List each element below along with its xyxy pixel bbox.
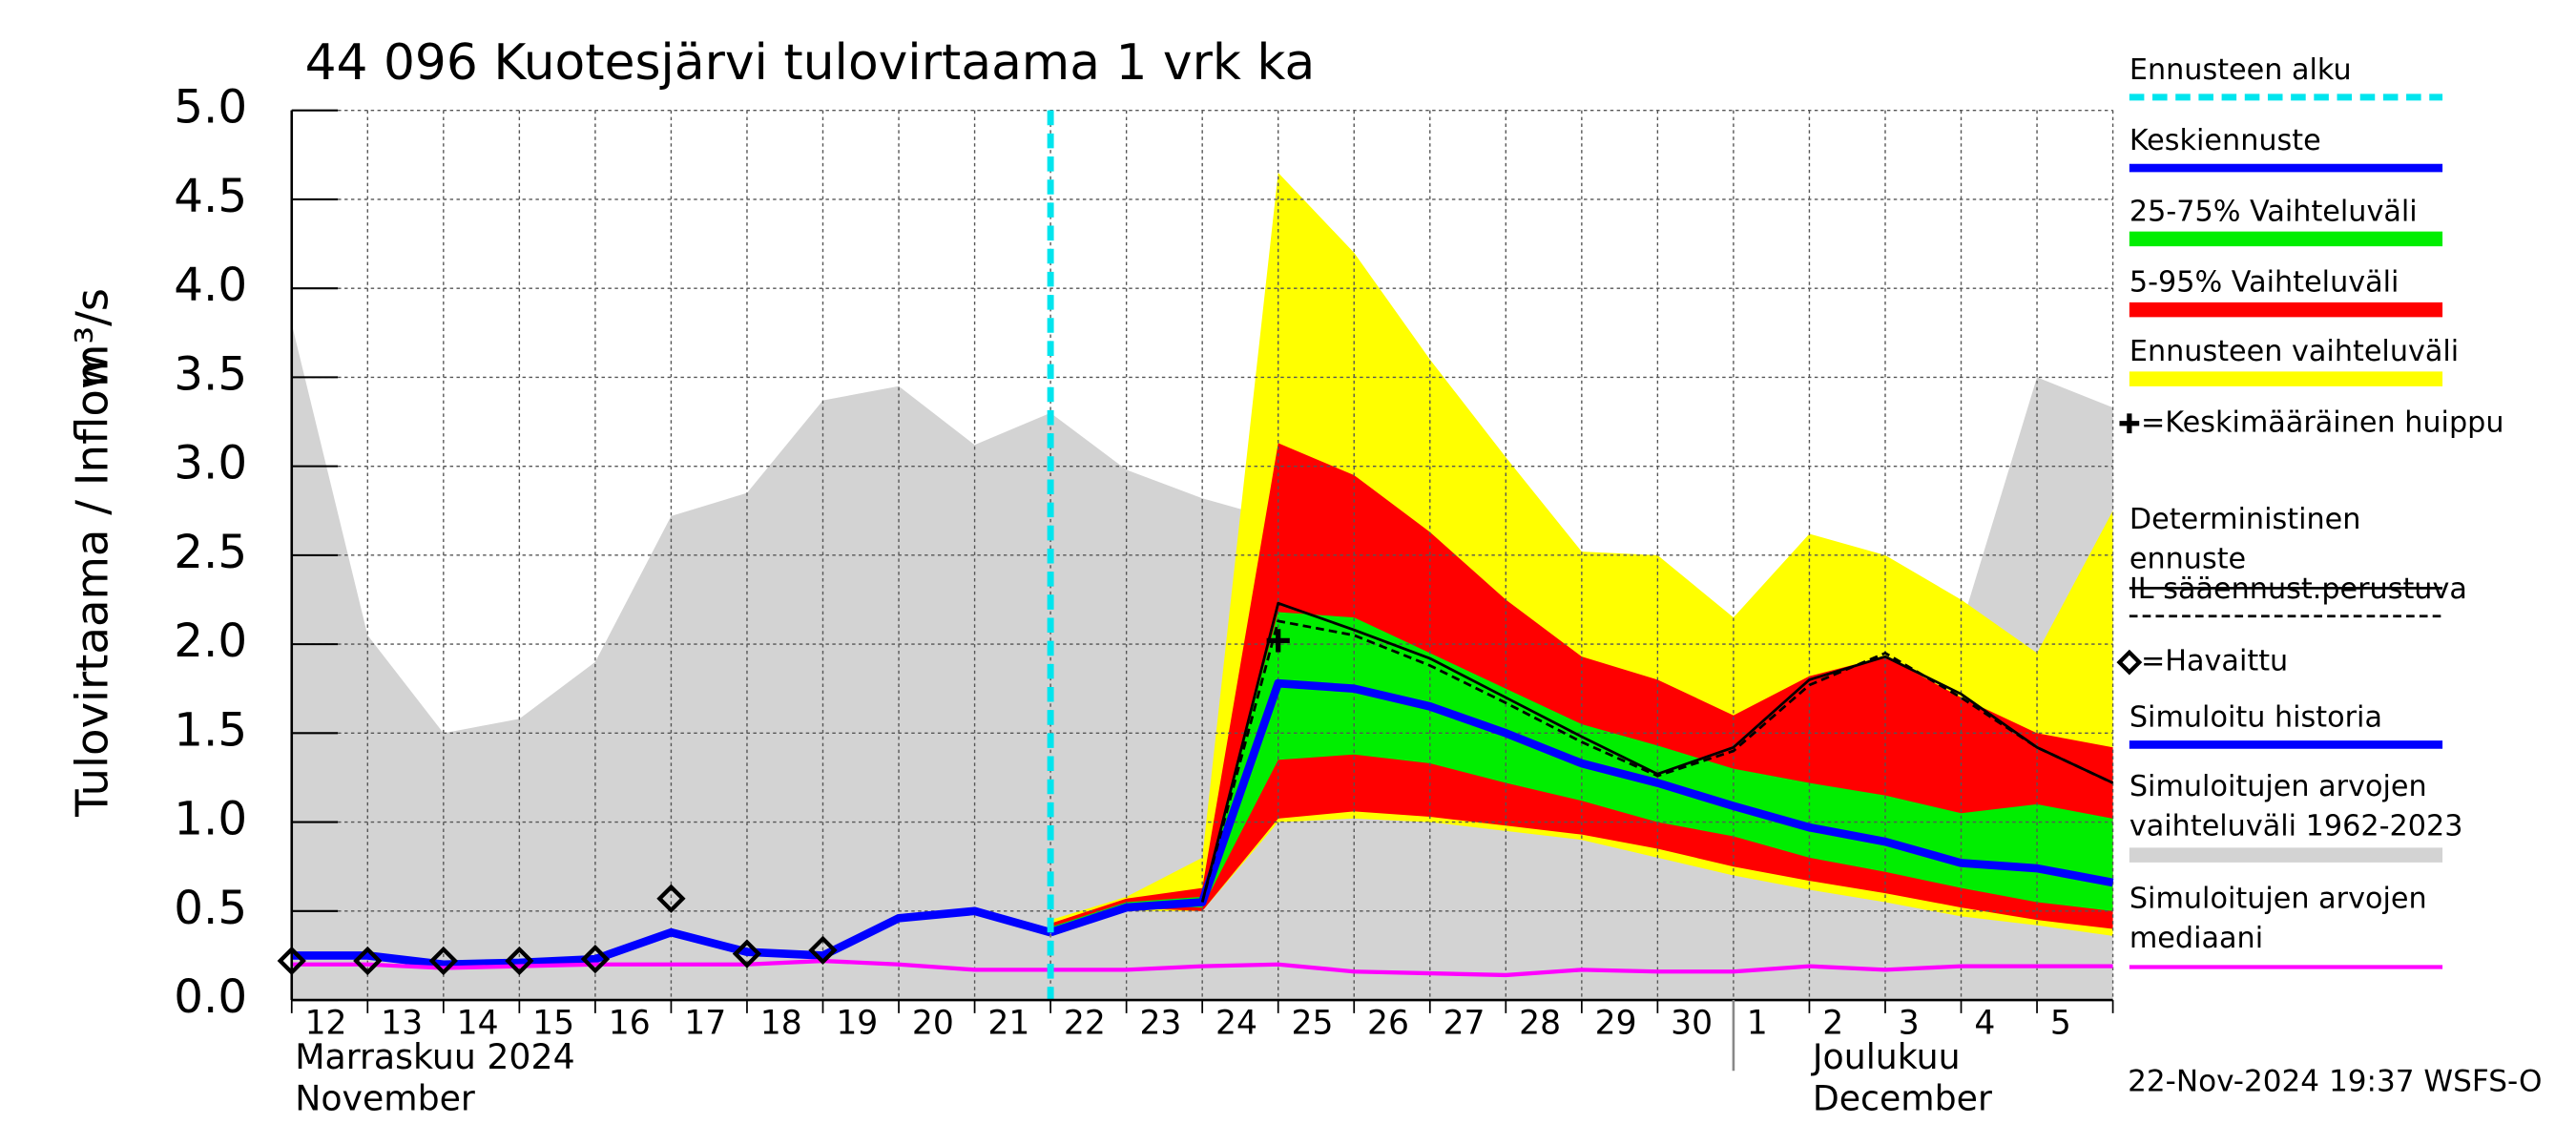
legend-label: Keskiennuste — [2129, 125, 2321, 158]
y-tick-label: 3.0 — [174, 437, 247, 490]
footer: 22-Nov-2024 19:37 WSFS-O — [2128, 1064, 2542, 1098]
x-tick-label: 20 — [912, 1004, 954, 1042]
legend-entry: Keskiennuste — [2129, 125, 2321, 158]
legend-entry: Ennusteen alku — [2129, 53, 2352, 88]
month-label: Marraskuu 2024 — [295, 1036, 574, 1077]
x-tick-label: 14 — [457, 1004, 499, 1042]
legend-label: Ennusteen alku — [2129, 53, 2352, 88]
legend-symbol — [2116, 649, 2143, 676]
x-tick-label: 26 — [1367, 1004, 1409, 1042]
series-line — [1200, 619, 2114, 903]
legend-label: Ennusteen vaihteluväli — [2129, 336, 2460, 369]
x-tick-label: 15 — [532, 1004, 574, 1042]
observed-point — [428, 946, 458, 976]
x-tick-label: 1 — [1747, 1004, 1768, 1042]
x-tick-label: 4 — [1974, 1004, 1995, 1042]
y-tick-label: 2.0 — [174, 614, 247, 668]
series-line — [1049, 678, 2114, 937]
x-tick-label: 28 — [1519, 1004, 1561, 1042]
y-tick-label: 0.5 — [174, 882, 247, 935]
x-tick-label: 2 — [1822, 1004, 1843, 1042]
legend-symbol — [2119, 413, 2140, 434]
legend-label: IL sääennust.perustuva — [2129, 572, 2467, 607]
month-label: November — [295, 1077, 475, 1118]
x-tick-label: 3 — [1899, 1004, 1920, 1042]
observed-point — [353, 946, 383, 976]
series-line — [1200, 601, 2114, 903]
legend-entry: IL sääennust.perustuva — [2129, 572, 2467, 607]
legend-entry: =Keskimääräinen huippu — [2140, 406, 2504, 441]
x-tick-label: 21 — [987, 1004, 1029, 1042]
y-tick-label: 1.0 — [174, 793, 247, 846]
legend-label: 5-95% Vaihteluväli — [2129, 266, 2399, 301]
legend-label: Simuloitu historia — [2129, 701, 2382, 736]
observed-point — [732, 939, 762, 968]
observed-point — [580, 945, 611, 974]
legend-entry: 5-95% Vaihteluväli — [2129, 266, 2399, 301]
legend-entry: =Havaittu — [2140, 645, 2289, 679]
y-axis-unit: m³/s — [67, 288, 118, 387]
x-tick-label: 27 — [1444, 1004, 1485, 1042]
y-tick-label: 0.0 — [174, 970, 247, 1024]
y-tick-label: 1.5 — [174, 703, 247, 757]
x-tick-label: 30 — [1671, 1004, 1713, 1042]
month-label: Joulukuu — [1811, 1036, 1961, 1077]
x-tick-label: 16 — [609, 1004, 651, 1042]
chart-title: 44 096 Kuotesjärvi tulovirtaama 1 vrk ka — [305, 34, 1316, 92]
legend-entry: Deterministinen ennuste — [2129, 504, 2361, 577]
x-tick-label: 5 — [2050, 1004, 2071, 1042]
legend-entry: Simuloitujen arvojen mediaani — [2129, 883, 2427, 956]
legend-entry: Simuloitujen arvojen vaihteluväli 1962-2… — [2129, 771, 2463, 844]
x-tick-label: 24 — [1215, 1004, 1257, 1042]
legend-entry: Simuloitu historia — [2129, 701, 2382, 736]
y-axis-label: Tulovirtaama / Inflow — [67, 353, 118, 818]
legend-entry: 25-75% Vaihteluväli — [2129, 196, 2418, 229]
observed-point — [505, 946, 534, 976]
legend-label: =Keskimääräinen huippu — [2140, 406, 2504, 441]
x-tick-label: 12 — [305, 1004, 347, 1042]
legend-label: Simuloitujen arvojen vaihteluväli 1962-2… — [2129, 771, 2463, 844]
x-tick-label: 13 — [381, 1004, 423, 1042]
x-tick-label: 22 — [1064, 1004, 1106, 1042]
observed-point — [808, 935, 838, 965]
x-tick-label: 17 — [684, 1004, 726, 1042]
x-tick-label: 19 — [836, 1004, 878, 1042]
y-tick-label: 3.5 — [174, 347, 247, 401]
legend-label: Deterministinen ennuste — [2129, 504, 2361, 577]
month-label: December — [1813, 1077, 1992, 1118]
y-tick-label: 2.5 — [174, 526, 247, 579]
series-line — [291, 958, 2113, 978]
y-tick-label: 4.0 — [174, 259, 247, 312]
series-line — [291, 906, 1052, 969]
legend-label: 25-75% Vaihteluväli — [2129, 196, 2418, 229]
peak-marker — [1266, 629, 1290, 653]
x-tick-label: 25 — [1292, 1004, 1334, 1042]
x-tick-label: 18 — [760, 1004, 802, 1042]
x-tick-label: 23 — [1139, 1004, 1181, 1042]
x-tick-label: 29 — [1595, 1004, 1637, 1042]
legend-entry: Ennusteen vaihteluväli — [2129, 336, 2460, 369]
legend-label: =Havaittu — [2140, 645, 2289, 679]
observed-point — [656, 884, 686, 913]
legend-label: Simuloitujen arvojen mediaani — [2129, 883, 2427, 956]
y-tick-label: 5.0 — [174, 81, 247, 135]
y-tick-label: 4.5 — [174, 170, 247, 223]
